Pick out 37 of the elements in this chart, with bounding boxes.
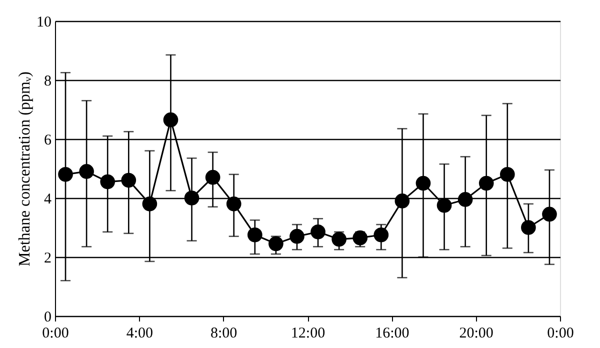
x-tick-label: 8:00 — [210, 326, 238, 342]
point — [226, 196, 242, 212]
point — [163, 112, 178, 128]
point — [458, 192, 473, 207]
point — [436, 198, 452, 213]
point — [521, 220, 536, 235]
point — [290, 228, 304, 244]
point — [205, 170, 220, 185]
y-tick-label: 6 — [44, 132, 52, 148]
x-tick-label: 0:00 — [42, 326, 69, 342]
x-tick-label: 12:00 — [290, 326, 326, 342]
point — [394, 194, 410, 208]
point — [542, 206, 557, 222]
x-tick-label: 20:00 — [459, 326, 494, 342]
point — [79, 164, 94, 179]
point — [100, 174, 116, 190]
x-tick-label: 0:00 — [547, 326, 574, 342]
point — [374, 227, 389, 242]
point — [247, 227, 262, 242]
point — [184, 190, 200, 206]
y-tick-label: 0 — [44, 310, 52, 326]
x-tick-label: 16:00 — [375, 326, 410, 342]
point — [478, 176, 494, 191]
point — [142, 196, 158, 212]
point — [268, 236, 284, 252]
x-tick-label: 4:00 — [126, 326, 154, 342]
y-tick-label: 2 — [44, 250, 52, 266]
point — [58, 167, 73, 182]
y-tick-label: 4 — [44, 192, 52, 208]
point — [500, 167, 515, 182]
point — [310, 224, 326, 240]
point — [416, 176, 431, 191]
point — [332, 232, 346, 247]
point — [121, 172, 136, 188]
y-axis-title: Methane concentration (ppmᵥ) — [16, 72, 34, 266]
y-tick-label: 10 — [36, 14, 52, 30]
y-tick-label: 8 — [44, 74, 52, 90]
